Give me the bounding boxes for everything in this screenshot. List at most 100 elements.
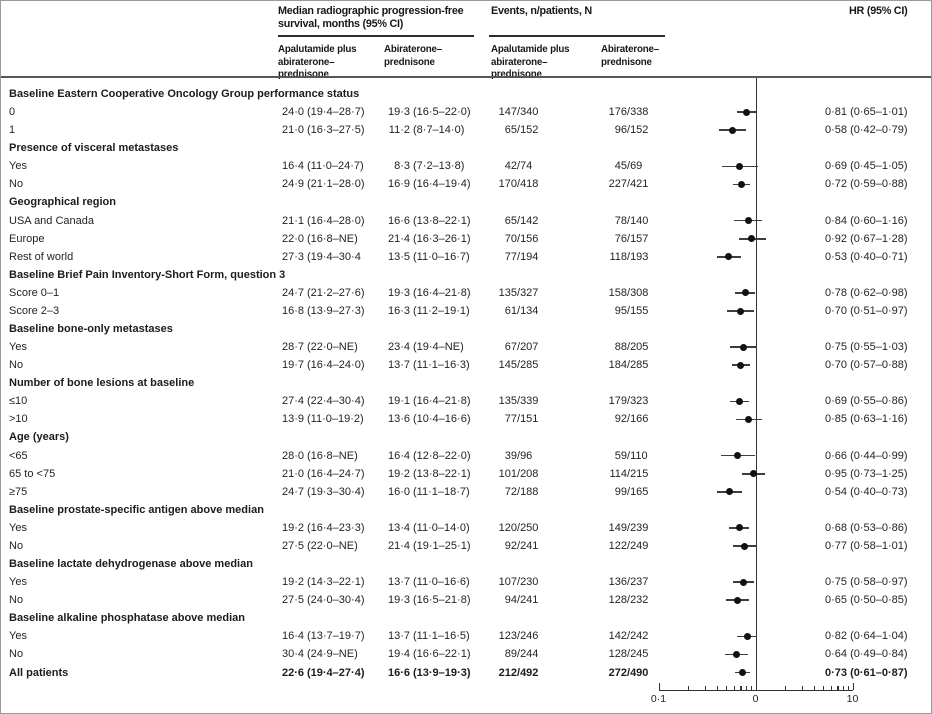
events-apalutamide: 107/230 xyxy=(498,576,539,589)
median-apalutamide: 24·9 (21·1–28·0) xyxy=(281,178,365,191)
point-estimate-dot xyxy=(729,126,737,134)
events-abiraterone: 118/193 xyxy=(609,250,649,263)
median-abiraterone: 21·4 (16·3–26·1) xyxy=(387,232,471,245)
subgroup-label: >10 xyxy=(9,413,28,426)
subgroup-label: No xyxy=(9,594,24,607)
subgroup-label: No xyxy=(9,359,24,372)
hr-text: 0·65 (0·50–0·85) xyxy=(825,594,908,607)
events-apalutamide: 94/241 xyxy=(504,594,539,607)
section-row: Number of bone lesions at baseline xyxy=(1,374,931,392)
table-row: Yes 16·4 (13·7–19·7) 13·7 (11·1–16·5) 123/246… xyxy=(1,627,931,645)
median-abiraterone: 13·7 (11·1–16·5) xyxy=(387,630,470,643)
events-abiraterone: 142/242 xyxy=(608,630,649,643)
axis-minor-tick xyxy=(746,686,748,690)
events-abiraterone: 99/165 xyxy=(614,485,649,498)
events-apalutamide: 72/188 xyxy=(504,485,539,498)
hr-text: 0·68 (0·53–0·86) xyxy=(825,521,908,534)
median-abiraterone: 13·7 (11·1–16·3) xyxy=(387,359,470,372)
median-abiraterone: 16·6 (13·9–19·3) xyxy=(387,666,471,679)
events-abiraterone: 122/249 xyxy=(608,539,649,552)
section-row: Baseline lactate dehydrogenase above med… xyxy=(1,555,931,573)
table-row: Yes 19·2 (14·3–22·1) 13·7 (11·0–16·6) 107/230… xyxy=(1,573,931,591)
median-apalutamide: 27·3 (19·4–30·4 xyxy=(281,250,361,263)
point-estimate-dot xyxy=(733,651,741,659)
section-row: Baseline alkaline phosphatase above medi… xyxy=(1,609,931,627)
events-abiraterone: 88/205 xyxy=(614,341,649,354)
events-apalutamide: 42/74 xyxy=(504,160,533,173)
events-apalutamide: 101/208 xyxy=(498,467,539,480)
events-abiraterone: 114/215 xyxy=(609,467,649,480)
table-row: No 27·5 (24·0–30·4) 19·3 (16·5–21·8) 94/241 12… xyxy=(1,591,931,609)
subgroup-table: Baseline Eastern Cooperative Oncology Gr… xyxy=(1,85,931,682)
events-apalutamide: 135/327 xyxy=(498,286,539,299)
subgroup-label: Europe xyxy=(9,232,45,245)
point-estimate-dot xyxy=(748,235,756,243)
subgroup-label: Score 2–3 xyxy=(9,304,60,317)
subgroup-label: ≥75 xyxy=(9,485,28,498)
median-apalutamide: 30·4 (24·9–NE) xyxy=(281,648,358,661)
point-estimate-dot xyxy=(735,524,743,532)
axis-tick-label: 0·1 xyxy=(650,693,667,705)
axis-tick-label: 0 xyxy=(752,693,759,705)
median-abiraterone: 13·5 (11·0–16·7) xyxy=(387,250,470,263)
table-row: ≤10 27·4 (22·4–30·4) 19·1 (16·4–21·8) 135/339… xyxy=(1,392,931,410)
hr-text: 0·92 (0·67–1·28) xyxy=(825,232,908,245)
point-estimate-dot xyxy=(736,162,744,170)
hr-text: 0·81 (0·65–1·01) xyxy=(825,106,908,119)
events-apalutamide: 77/151 xyxy=(504,413,539,426)
median-apalutamide: 19·7 (16·4–24·0) xyxy=(281,359,365,372)
axis-minor-tick xyxy=(687,686,689,690)
median-abiraterone: 16·3 (11·2–19·1) xyxy=(387,304,470,317)
table-row: 0 24·0 (19·4–28·7) 19·3 (16·5–22·0) 147/340 17… xyxy=(1,103,931,121)
table-row: Europe 22·0 (16·8–NE) 21·4 (16·3–26·1) 70/156… xyxy=(1,230,931,248)
column-title-hr: HR (95% CI) xyxy=(849,5,908,17)
point-estimate-dot xyxy=(736,361,744,369)
subgroup-label: Presence of visceral metastases xyxy=(9,142,179,155)
median-abiraterone: 13·4 (11·0–14·0) xyxy=(387,521,470,534)
median-abiraterone: 16·0 (11·1–18·7) xyxy=(387,485,470,498)
point-estimate-dot xyxy=(736,307,744,315)
hr-text: 0·72 (0·59–0·88) xyxy=(825,178,908,191)
subgroup-label: Yes xyxy=(9,576,27,589)
subgroup-label: No xyxy=(9,648,24,661)
table-row: <65 28·0 (16·8–NE) 16·4 (12·8–22·0) 39/96 59/1… xyxy=(1,447,931,465)
axis-minor-tick xyxy=(848,686,850,690)
subgroup-label: Baseline alkaline phosphatase above medi… xyxy=(9,612,245,625)
events-apalutamide: 212/492 xyxy=(498,666,539,679)
table-row: Score 0–1 24·7 (21·2–27·6) 19·3 (16·4–21·8) 1… xyxy=(1,284,931,302)
subgroup-label: Yes xyxy=(9,630,27,643)
median-abiraterone: 16·6 (13·8–22·1) xyxy=(387,214,471,227)
subgroup-label: 1 xyxy=(9,124,16,137)
events-abiraterone: 59/110 xyxy=(614,449,648,462)
table-row: ≥75 24·7 (19·3–30·4) 16·0 (11·1–18·7) 72/188 9… xyxy=(1,483,931,501)
point-estimate-dot xyxy=(745,416,753,423)
events-abiraterone: 128/245 xyxy=(608,648,649,661)
events-abiraterone: 96/152 xyxy=(614,124,649,137)
events-apalutamide: 67/207 xyxy=(504,341,539,354)
events-apalutamide: 61/134 xyxy=(504,304,539,317)
hr-text: 0·70 (0·51–0·97) xyxy=(825,304,908,317)
median-abiraterone: 19·2 (13·8–22·1) xyxy=(387,467,471,480)
axis-minor-tick xyxy=(843,686,845,690)
axis-minor-tick xyxy=(823,686,825,690)
hr-text: 0·64 (0·49–0·84) xyxy=(825,648,908,661)
events-apalutamide: 39/96 xyxy=(504,449,533,462)
median-apalutamide: 19·2 (14·3–22·1) xyxy=(281,576,365,589)
median-abiraterone: 23·4 (19·4–NE) xyxy=(387,341,464,354)
point-estimate-dot xyxy=(738,180,746,188)
median-abiraterone: 8·3 (7·2–13·8) xyxy=(394,160,465,173)
axis-major-tick xyxy=(755,683,757,690)
subgroup-label: Rest of world xyxy=(9,250,74,263)
events-abiraterone: 272/490 xyxy=(608,666,649,679)
subgroup-label: USA and Canada xyxy=(9,214,95,227)
median-apalutamide: 22·6 (19·4–27·4) xyxy=(281,666,365,679)
point-estimate-dot xyxy=(740,542,748,550)
table-row: Yes 16·4 (11·0–24·7) 8·3 (7·2–13·8) 42/74 45/6… xyxy=(1,157,931,175)
spanner-rule-median xyxy=(278,35,474,37)
subcolumn-events-abiraterone: Abiraterone–prednisone xyxy=(601,43,660,68)
events-abiraterone: 76/157 xyxy=(614,232,649,245)
median-abiraterone: 11·2 (8·7–14·0) xyxy=(388,124,465,137)
subgroup-label: 65 to <75 xyxy=(9,467,56,480)
section-row: Baseline prostate-specific antigen above… xyxy=(1,501,931,519)
median-abiraterone: 19·3 (16·4–21·8) xyxy=(387,286,471,299)
